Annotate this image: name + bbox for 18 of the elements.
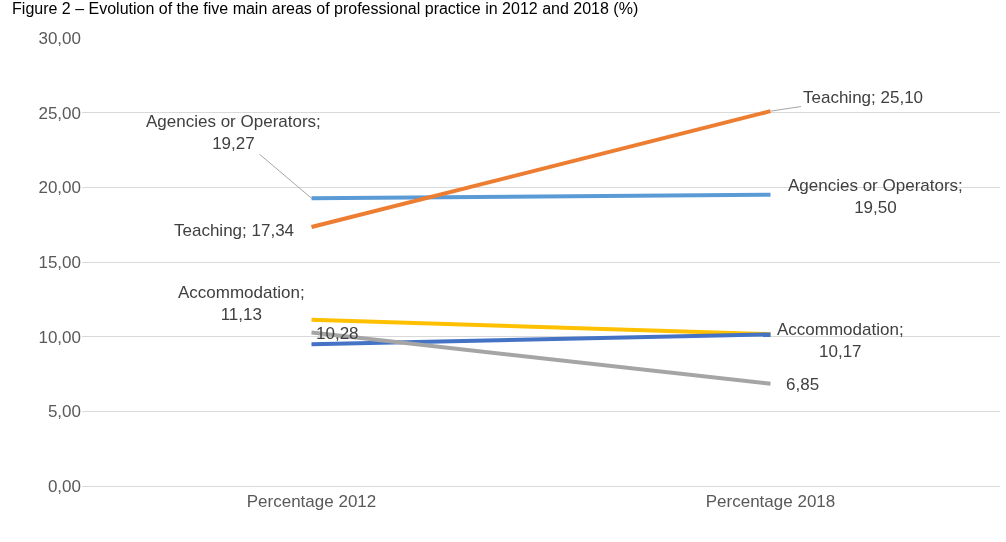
y-tick-label: 5,00 bbox=[47, 402, 81, 422]
data-label: Teaching; 17,34 bbox=[174, 221, 295, 240]
y-tick-label: 25,00 bbox=[38, 103, 81, 123]
y-tick-label: 15,00 bbox=[38, 252, 81, 272]
data-label: Agencies or Operators; 19,27 bbox=[146, 112, 321, 154]
data-label: Teaching; 25,10 bbox=[803, 88, 924, 107]
data-label: Accommodation; 11,13 bbox=[178, 283, 305, 325]
y-tick-label: 20,00 bbox=[38, 178, 81, 198]
y-tick-label: 10,00 bbox=[38, 327, 81, 347]
data-label: Accommodation; 10,17 bbox=[777, 320, 904, 362]
y-tick-label: 0,00 bbox=[47, 476, 81, 496]
data-label: Agencies or Operators; 19,50 bbox=[788, 176, 963, 218]
data-label: 10,28 bbox=[316, 324, 359, 343]
chart-title: Figure 2 – Evolution of the five main areas of professional practice in 2012 and 2018 (%) bbox=[12, 0, 639, 17]
data-label: 6,85 bbox=[786, 375, 820, 394]
y-tick-label: 30,00 bbox=[38, 28, 81, 48]
x-tick-label: Percentage 2012 bbox=[246, 492, 377, 512]
x-tick-label: Percentage 2018 bbox=[705, 492, 836, 512]
